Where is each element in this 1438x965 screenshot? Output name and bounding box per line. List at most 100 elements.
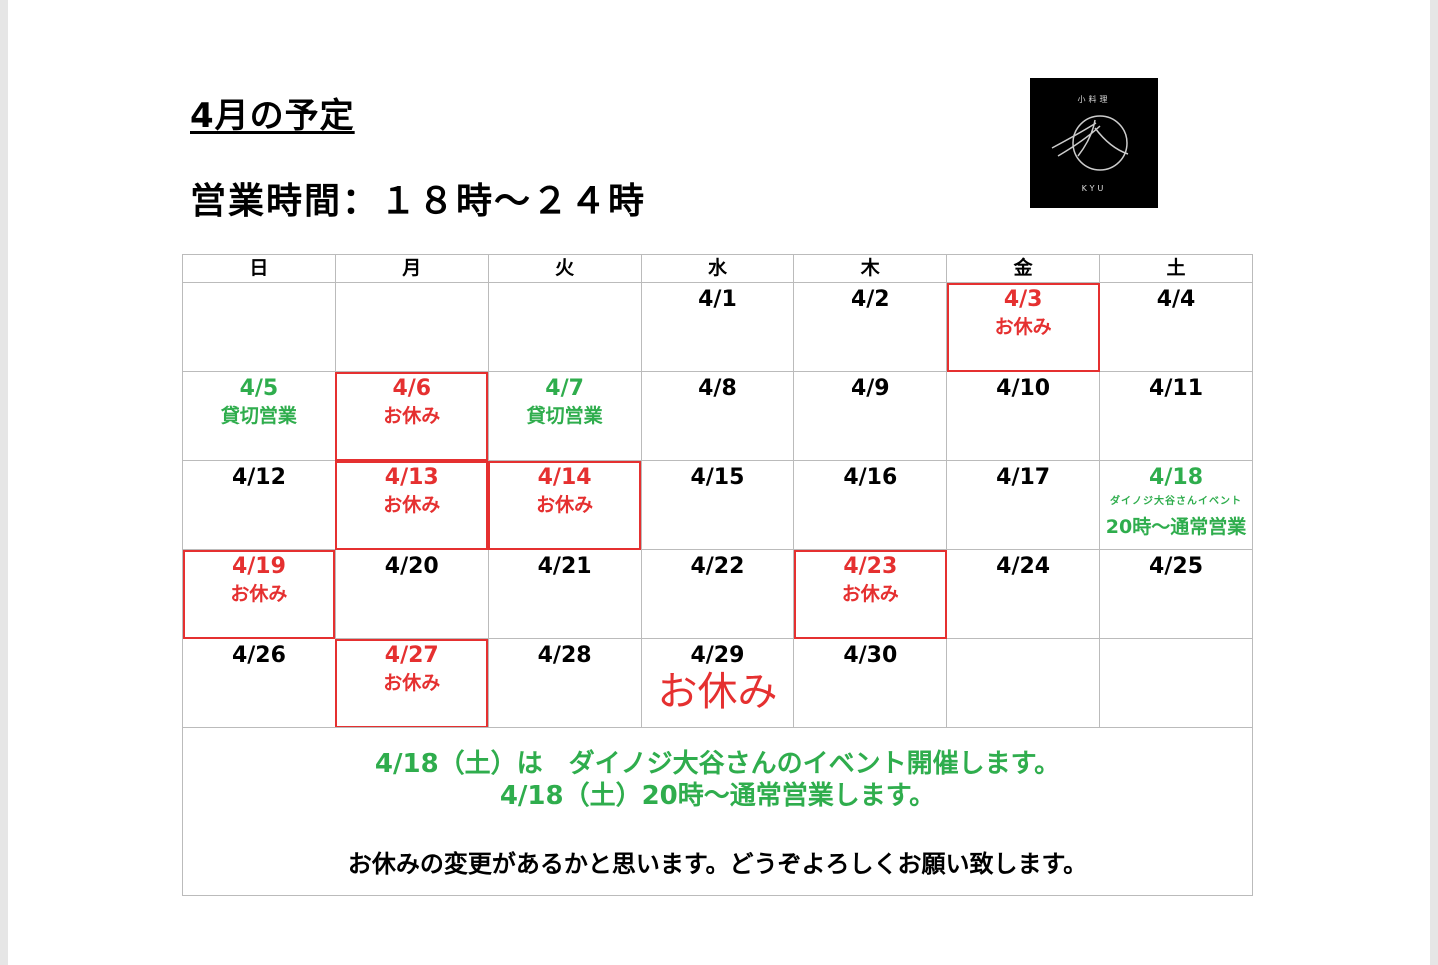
day-date: 4/9 — [850, 376, 890, 401]
day-date: 4/20 — [384, 554, 439, 579]
day-cell — [946, 638, 1101, 728]
day-cell — [182, 282, 336, 372]
day-note: お休み — [841, 583, 899, 605]
day-date: 4/18 — [1149, 465, 1204, 490]
day-date: 4/19 — [231, 554, 286, 579]
day-cell: 4/21 — [487, 549, 642, 639]
day-date: 4/24 — [996, 554, 1051, 579]
event-notice: 4/18（土）は ダイノジ大谷さんのイベント開催します。 — [374, 749, 1061, 779]
calendar: 日月火水木金土 4/1 4/2 4/3 お休み 4/4 4/5 貸切営業 4/6 お休み 4/7 貸… — [182, 254, 1253, 728]
day-cell: 4/2 — [793, 282, 948, 372]
day-date: 4/4 — [1156, 287, 1196, 312]
week-row: 4/19 お休み 4/20 4/21 4/22 4/23 お休み 4/24 4/25 — [182, 549, 1253, 639]
day-cell: 4/5 貸切営業 — [182, 371, 336, 461]
weekday-header: 月 — [334, 254, 489, 283]
day-cell: 4/30 — [793, 638, 948, 728]
day-cell: 4/16 — [793, 460, 948, 550]
day-date: 4/25 — [1149, 554, 1204, 579]
day-cell: 4/7 貸切営業 — [487, 371, 642, 461]
weekday-header: 日 — [182, 254, 336, 283]
day-cell: 4/25 — [1099, 549, 1253, 639]
hours-notice: 4/18（土）20時～通常営業します。 — [499, 781, 936, 811]
day-date: 4/13 — [384, 465, 439, 490]
day-cell: 4/28 — [487, 638, 642, 728]
day-date: 4/21 — [537, 554, 592, 579]
day-cell: 4/18 ダイノジ大谷さんイベント 20時～通常営業 — [1099, 460, 1253, 550]
day-cell: 4/11 — [1099, 371, 1253, 461]
weekday-header: 金 — [946, 254, 1101, 283]
day-cell: 4/4 — [1099, 282, 1253, 372]
day-date: 4/30 — [843, 643, 898, 668]
weekday-header: 火 — [487, 254, 642, 283]
day-cell: 4/17 — [946, 460, 1101, 550]
day-date: 4/26 — [231, 643, 286, 668]
day-cell: 4/27 お休み — [334, 638, 489, 728]
page-title: 4月の予定 — [190, 96, 355, 136]
day-date: 4/29 — [690, 643, 745, 668]
day-cell: 4/15 — [640, 460, 795, 550]
day-cell: 4/13 お休み — [334, 460, 489, 550]
day-note: お休み — [383, 405, 441, 427]
day-date: 4/6 — [392, 376, 432, 401]
weekday-header: 木 — [793, 254, 948, 283]
day-note: お休み — [230, 583, 288, 605]
day-date: 4/8 — [698, 376, 737, 401]
day-cell: 4/10 — [946, 371, 1101, 461]
day-date: 4/27 — [384, 643, 439, 668]
week-row: 4/5 貸切営業 4/6 お休み 4/7 貸切営業 4/8 4/9 4/10 4/11 — [182, 371, 1253, 461]
day-cell: 4/9 — [793, 371, 948, 461]
logo: 小料理 KYU — [1030, 78, 1158, 208]
week-row: 4/26 4/27 お休み 4/28 4/29 お休み 4/30 — [182, 638, 1253, 728]
day-cell — [487, 282, 642, 372]
day-note: 20時～通常営業 — [1105, 516, 1247, 538]
day-date: 4/23 — [843, 554, 898, 579]
logo-bottom-text: KYU — [1081, 184, 1107, 193]
day-cell: 4/29 お休み — [640, 638, 795, 728]
day-cell: 4/26 — [182, 638, 336, 728]
day-date: 4/28 — [537, 643, 592, 668]
day-cell: 4/6 お休み — [334, 371, 489, 461]
day-date: 4/7 — [545, 376, 584, 401]
day-cell: 4/22 — [640, 549, 795, 639]
change-notice: お休みの変更があるかと思います。どうぞよろしくお願い致します。 — [347, 850, 1088, 878]
logo-mark-icon — [1051, 115, 1129, 171]
day-date: 4/15 — [690, 465, 745, 490]
day-note: 貸切営業 — [220, 405, 297, 427]
weekday-header: 土 — [1099, 254, 1253, 283]
day-cell: 4/24 — [946, 549, 1101, 639]
day-note: お休み — [383, 494, 441, 516]
day-note: お休み — [383, 672, 441, 694]
day-cell: 4/12 — [182, 460, 336, 550]
weekday-header: 水 — [640, 254, 795, 283]
left-edge — [0, 0, 8, 965]
day-date: 4/3 — [1003, 287, 1043, 312]
day-date: 4/11 — [1149, 376, 1204, 401]
day-note: お休み — [994, 316, 1052, 338]
right-edge — [1430, 0, 1438, 965]
day-date: 4/1 — [698, 287, 737, 312]
day-cell: 4/23 お休み — [793, 549, 948, 639]
week-row: 4/1 4/2 4/3 お休み 4/4 — [182, 282, 1253, 372]
day-date: 4/2 — [850, 287, 890, 312]
day-date: 4/22 — [690, 554, 745, 579]
day-date: 4/5 — [239, 376, 279, 401]
day-note: 貸切営業 — [526, 405, 603, 427]
footer-notes: 4/18（土）は ダイノジ大谷さんのイベント開催します。 4/18（土）20時～… — [182, 727, 1253, 896]
day-note: お休み — [536, 494, 594, 516]
day-date: 4/16 — [843, 465, 898, 490]
day-closed-note: お休み — [657, 669, 778, 715]
day-cell — [334, 282, 489, 372]
business-hours: 営業時間：１８時～２４時 — [190, 181, 647, 222]
week-row: 4/12 4/13 お休み 4/14 お休み 4/15 4/16 4/17 4/18 ダイノジ大谷… — [182, 460, 1253, 550]
day-cell: 4/8 — [640, 371, 795, 461]
logo-top-text: 小料理 — [1077, 95, 1111, 104]
day-date: 4/17 — [996, 465, 1051, 490]
day-date: 4/10 — [996, 376, 1051, 401]
day-cell: 4/19 お休み — [182, 549, 336, 639]
day-cell: 4/1 — [640, 282, 795, 372]
day-cell: 4/14 お休み — [487, 460, 642, 550]
day-event: ダイノジ大谷さんイベント — [1110, 496, 1243, 507]
day-cell — [1099, 638, 1253, 728]
day-cell: 4/3 お休み — [946, 282, 1101, 372]
day-date: 4/14 — [537, 465, 592, 490]
